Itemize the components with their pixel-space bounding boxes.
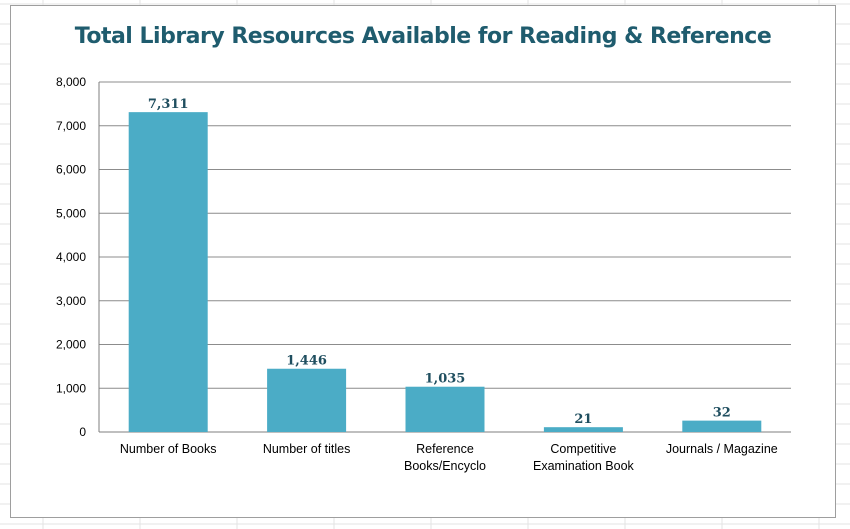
y-tick-label: 6,000 <box>56 163 86 177</box>
x-category-label: Reference Books/Encyclo <box>404 442 486 473</box>
y-tick-label: 3,000 <box>56 294 86 308</box>
bar[interactable] <box>543 427 623 432</box>
data-label: 32 <box>713 406 731 421</box>
bar[interactable] <box>267 368 347 432</box>
x-category-label: Journals / Magazine <box>666 442 778 456</box>
chart-title: Total Library Resources Available for Re… <box>74 24 772 49</box>
data-label: 21 <box>574 412 592 427</box>
data-label: 1,446 <box>286 354 327 369</box>
chart-area[interactable]: Total Library Resources Available for Re… <box>10 5 836 518</box>
y-tick-label: 4,000 <box>56 250 86 264</box>
bar[interactable] <box>682 420 762 432</box>
bar-chart: 0 1,000 2,000 3,000 4,000 5,000 6,000 7,000 8,00… <box>56 75 791 473</box>
bar[interactable] <box>405 386 485 432</box>
y-tick-label: 2,000 <box>56 338 86 352</box>
y-tick-label: 7,000 <box>56 119 86 133</box>
y-tick-label: 0 <box>79 425 86 439</box>
y-tick-label: 1,000 <box>56 381 86 395</box>
x-category-label: Number of Books <box>120 442 217 456</box>
data-label: 7,311 <box>148 97 189 112</box>
x-category-label: Competitive Examination Book <box>533 442 635 473</box>
data-label: 1,035 <box>425 372 466 387</box>
bar[interactable] <box>128 112 208 433</box>
y-tick-label: 5,000 <box>56 206 86 220</box>
y-tick-label: 8,000 <box>56 75 86 89</box>
x-category-label: Number of titles <box>263 442 351 456</box>
